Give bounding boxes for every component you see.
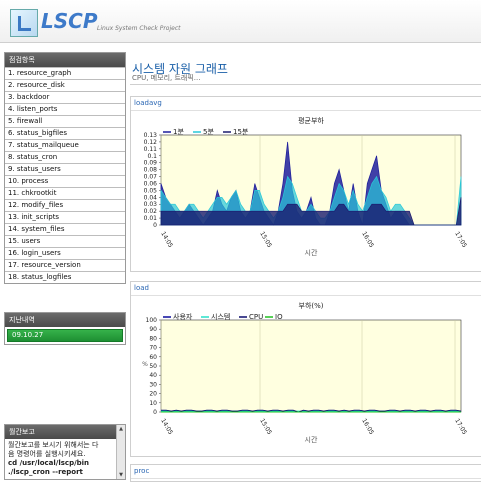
x-tick-label: 14:05 bbox=[159, 231, 174, 250]
y-tick-label: 0.07 bbox=[144, 174, 158, 181]
logo-text: LSCP bbox=[41, 9, 98, 33]
loadavg-section: loadavg 평균부하 0 0.01 0.02 0.03 0.04 0.05 0.06 0.0… bbox=[130, 96, 481, 272]
sidebar-item-11[interactable]: 11. chkrootkit bbox=[5, 187, 125, 199]
legend-label-2: 15분 bbox=[233, 128, 249, 136]
sidebar-item-17[interactable]: 17. resource_version bbox=[5, 259, 125, 271]
y-tick-label: 0.13 bbox=[144, 132, 158, 139]
history-title: 지난내역 bbox=[5, 313, 125, 327]
y-tick-label: 0.03 bbox=[144, 201, 158, 208]
app-header: LSCP Linux System Check Project bbox=[0, 0, 481, 43]
report-panel: 월간보고 월간보고를 보시기 위해서는 다 음 명령어를 실행시키세요. cd … bbox=[4, 424, 126, 480]
x-tick-label: 14:05 bbox=[159, 418, 174, 437]
report-line: 월간보고를 보시기 위해서는 다 bbox=[8, 441, 99, 449]
y-tick-label: 0.09 bbox=[144, 160, 158, 167]
y-tick-label: 30 bbox=[149, 381, 157, 388]
report-scrollbar[interactable]: ▲ ▼ bbox=[116, 425, 125, 479]
scroll-up-icon[interactable]: ▲ bbox=[119, 426, 123, 432]
chart-title: 부하(%) bbox=[299, 301, 324, 310]
chart-title: 평균부하 bbox=[298, 116, 324, 125]
report-body: 월간보고를 보시기 위해서는 다 음 명령어를 실행시키세요. cd /usr/… bbox=[5, 439, 125, 479]
y-tick-label: 100 bbox=[146, 317, 158, 324]
load-section-label: load bbox=[131, 282, 481, 296]
y-tick-label: 0.06 bbox=[144, 180, 158, 187]
sidebar-item-8[interactable]: 8. status_cron bbox=[5, 151, 125, 163]
y-tick-label: 0.02 bbox=[144, 208, 158, 215]
legend-label-0: 사용자 bbox=[173, 312, 193, 321]
sidebar-item-7[interactable]: 7. status_mailqueue bbox=[5, 139, 125, 151]
series-line-2 bbox=[161, 409, 462, 413]
sidebar-item-9[interactable]: 9. status_users bbox=[5, 163, 125, 175]
y-tick-label: 90 bbox=[149, 326, 157, 333]
x-axis-label: 시간 bbox=[305, 248, 318, 257]
x-tick-label: 15:05 bbox=[258, 418, 273, 437]
x-tick-label: 16:05 bbox=[360, 231, 375, 250]
scroll-down-icon[interactable]: ▼ bbox=[119, 472, 123, 478]
y-tick-label: 0.05 bbox=[144, 187, 158, 194]
y-tick-label: 0 bbox=[153, 222, 157, 229]
sidebar-item-15[interactable]: 15. users bbox=[5, 235, 125, 247]
logo-icon bbox=[10, 9, 38, 37]
legend-label-1: 5분 bbox=[203, 128, 214, 136]
legend-label-3: IO bbox=[275, 313, 283, 321]
check-items-title: 점검항목 bbox=[5, 53, 125, 67]
sidebar-item-10[interactable]: 10. process bbox=[5, 175, 125, 187]
y-tick-label: 20 bbox=[149, 391, 157, 398]
sidebar-item-6[interactable]: 6. status_bigfiles bbox=[5, 127, 125, 139]
sidebar-item-5[interactable]: 5. firewall bbox=[5, 115, 125, 127]
legend-label-2: CPU bbox=[249, 313, 263, 321]
load-chart: 부하(%) 0 10 20 30 40 50 60 70 80 90 100 14:05 15:05 16:… bbox=[142, 301, 468, 444]
y-tick-label: 40 bbox=[149, 372, 157, 379]
y-tick-label: 60 bbox=[149, 354, 157, 361]
x-tick-label: 17:05 bbox=[453, 418, 468, 437]
check-items-list: 1. resource_graph 2. resource_disk 3. back… bbox=[5, 67, 125, 283]
x-axis-label: 시간 bbox=[305, 435, 318, 444]
y-tick-label: 0.01 bbox=[144, 215, 158, 222]
sidebar-item-4[interactable]: 4. listen_ports bbox=[5, 103, 125, 115]
report-line: cd /usr/local/lscp/bin bbox=[8, 459, 90, 467]
logo-subtitle: Linux System Check Project bbox=[97, 25, 181, 32]
loadavg-chart: 평균부하 00.010.020.030.040.050.060.070.080.0… bbox=[144, 116, 468, 257]
x-tick-label: 15:05 bbox=[258, 231, 273, 250]
y-axis-label: % bbox=[142, 361, 148, 368]
y-tick-label: 0.11 bbox=[144, 146, 158, 153]
load-section: load 부하(%) 0 10 20 30 40 50 60 70 80 90 100 14:05 15:… bbox=[130, 281, 481, 457]
y-tick-label: 0.1 bbox=[147, 153, 157, 160]
title-divider bbox=[130, 84, 481, 85]
proc-section: proc bbox=[130, 464, 481, 482]
y-tick-label: 10 bbox=[149, 400, 157, 407]
series-area-2 bbox=[160, 197, 462, 226]
legend-label-1: 시스템 bbox=[211, 313, 230, 321]
sidebar-item-16[interactable]: 16. login_users bbox=[5, 247, 125, 259]
sidebar-item-2[interactable]: 2. resource_disk bbox=[5, 79, 125, 91]
page-title: 시스템 자원 그래프 bbox=[132, 62, 228, 76]
legend-label-0: 1분 bbox=[173, 128, 184, 136]
y-tick-label: 0 bbox=[153, 409, 157, 416]
y-tick-label: 0.04 bbox=[144, 194, 158, 201]
report-title: 월간보고 bbox=[5, 425, 125, 439]
sidebar-item-18[interactable]: 18. status_logfiles bbox=[5, 271, 125, 283]
page-subtitle: CPU, 메모리, 트래픽... bbox=[132, 74, 201, 82]
y-tick-label: 0.12 bbox=[144, 139, 158, 146]
sidebar-item-3[interactable]: 3. backdoor bbox=[5, 91, 125, 103]
loadavg-section-label: loadavg bbox=[131, 97, 481, 111]
sidebar-item-12[interactable]: 12. modify_files bbox=[5, 199, 125, 211]
y-tick-label: 0.08 bbox=[144, 167, 158, 174]
proc-section-label: proc bbox=[131, 465, 481, 479]
y-tick-label: 70 bbox=[149, 345, 157, 352]
x-tick-label: 17:05 bbox=[453, 231, 468, 250]
sidebar-item-14[interactable]: 14. system_files bbox=[5, 223, 125, 235]
check-items-panel: 점검항목 1. resource_graph 2. resource_disk 3.… bbox=[4, 52, 126, 284]
plot-area bbox=[160, 319, 462, 413]
sidebar-item-13[interactable]: 13. init_scripts bbox=[5, 211, 125, 223]
x-tick-label: 16:05 bbox=[360, 418, 375, 437]
y-tick-label: 80 bbox=[149, 335, 157, 342]
y-tick-label: 50 bbox=[149, 363, 157, 370]
sidebar-item-1[interactable]: 1. resource_graph bbox=[5, 67, 125, 79]
report-line: 음 명령어를 실행시키세요. bbox=[8, 450, 86, 458]
history-panel: 지난내역 09.10.27 bbox=[4, 312, 126, 345]
report-line: ./lscp_cron --report bbox=[8, 468, 83, 476]
history-item-0[interactable]: 09.10.27 bbox=[7, 329, 123, 342]
